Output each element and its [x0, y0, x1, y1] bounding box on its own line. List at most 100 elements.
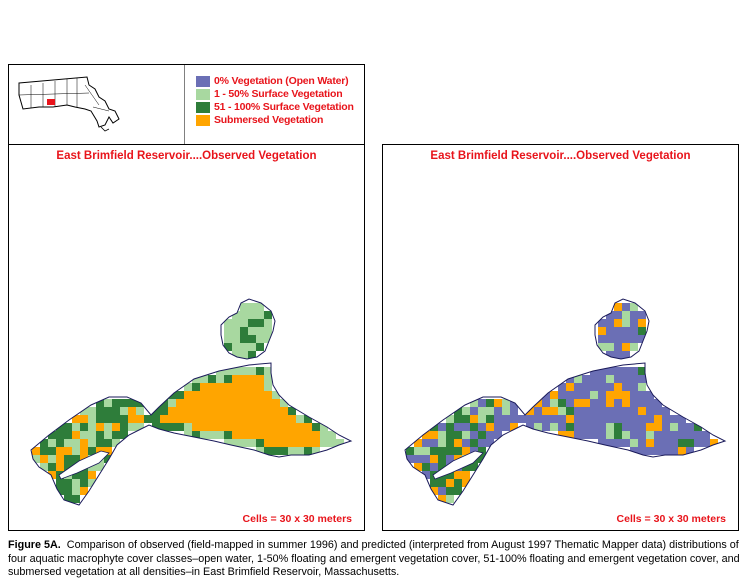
- vegetation-cell: [438, 455, 446, 463]
- vegetation-cell: [558, 399, 566, 407]
- vegetation-cell: [224, 327, 232, 335]
- vegetation-cell: [478, 431, 486, 439]
- vegetation-cell: [72, 479, 80, 487]
- vegetation-cell: [64, 439, 72, 447]
- vegetation-cell: [646, 423, 654, 431]
- vegetation-cell: [240, 399, 248, 407]
- vegetation-cell: [438, 479, 446, 487]
- vegetation-cell: [192, 407, 200, 415]
- vegetation-cell: [502, 399, 510, 407]
- vegetation-cell: [462, 423, 470, 431]
- vegetation-cell: [478, 447, 486, 455]
- vegetation-cell: [232, 407, 240, 415]
- vegetation-cell: [272, 431, 280, 439]
- vegetation-cell: [622, 327, 630, 335]
- vegetation-cell: [582, 375, 590, 383]
- vegetation-cell: [248, 335, 256, 343]
- vegetation-cell: [446, 455, 454, 463]
- vegetation-cell: [622, 375, 630, 383]
- vegetation-cell: [224, 319, 232, 327]
- vegetation-cell: [240, 423, 248, 431]
- vegetation-cell: [614, 383, 622, 391]
- vegetation-cell: [566, 415, 574, 423]
- vegetation-cell: [88, 471, 96, 479]
- vegetation-cell: [256, 319, 264, 327]
- vegetation-cell: [320, 431, 328, 439]
- vegetation-cell: [654, 415, 662, 423]
- vegetation-cell: [80, 423, 88, 431]
- vegetation-cell: [638, 375, 646, 383]
- vegetation-cell: [208, 383, 216, 391]
- vegetation-cell: [104, 447, 112, 455]
- vegetation-cell: [216, 423, 224, 431]
- vegetation-cell: [446, 431, 454, 439]
- vegetation-cell: [502, 407, 510, 415]
- vegetation-cell: [638, 415, 646, 423]
- vegetation-cell: [622, 351, 630, 359]
- vegetation-cell: [216, 391, 224, 399]
- vegetation-cell: [120, 407, 128, 415]
- vegetation-cell: [446, 487, 454, 495]
- vegetation-cell: [638, 447, 646, 455]
- vegetation-cell: [120, 423, 128, 431]
- vegetation-cell: [264, 335, 272, 343]
- vegetation-cell: [72, 415, 80, 423]
- vegetation-cell: [96, 399, 104, 407]
- vegetation-cell: [422, 463, 430, 471]
- vegetation-cell: [622, 383, 630, 391]
- vegetation-cell: [224, 375, 232, 383]
- vegetation-cell: [686, 439, 694, 447]
- vegetation-cell: [104, 455, 112, 463]
- vegetation-cell: [462, 415, 470, 423]
- vegetation-cell: [454, 407, 462, 415]
- vegetation-cell: [264, 311, 272, 319]
- vegetation-cell: [646, 447, 654, 455]
- vegetation-cell: [630, 383, 638, 391]
- vegetation-cell: [40, 463, 48, 471]
- vegetation-cell: [654, 423, 662, 431]
- vegetation-cell: [630, 447, 638, 455]
- vegetation-cell: [280, 415, 288, 423]
- vegetation-cell: [662, 447, 670, 455]
- vegetation-cell: [630, 399, 638, 407]
- vegetation-cell: [264, 391, 272, 399]
- vegetation-cell: [558, 431, 566, 439]
- vegetation-cell: [526, 423, 534, 431]
- vegetation-cell: [240, 351, 248, 359]
- vegetation-cell: [288, 447, 296, 455]
- vegetation-cell: [566, 383, 574, 391]
- vegetation-cell: [64, 495, 72, 503]
- vegetation-cell: [72, 471, 80, 479]
- vegetation-cell: [606, 367, 614, 375]
- vegetation-cell: [304, 415, 312, 423]
- vegetation-cell: [614, 311, 622, 319]
- vegetation-cell: [566, 399, 574, 407]
- vegetation-cell: [240, 343, 248, 351]
- vegetation-cell: [630, 343, 638, 351]
- vegetation-cell: [328, 431, 336, 439]
- vegetation-cell: [184, 431, 192, 439]
- vegetation-cell: [470, 431, 478, 439]
- vegetation-cell: [414, 455, 422, 463]
- vegetation-cell: [256, 311, 264, 319]
- vegetation-cell: [614, 375, 622, 383]
- vegetation-cell: [414, 463, 422, 471]
- vegetation-cell: [272, 415, 280, 423]
- vegetation-cell: [638, 431, 646, 439]
- vegetation-cell: [280, 447, 288, 455]
- vegetation-cell: [622, 431, 630, 439]
- vegetation-cell: [638, 407, 646, 415]
- vegetation-cell: [232, 391, 240, 399]
- island-outline: [594, 298, 650, 360]
- vegetation-cell: [678, 447, 686, 455]
- vegetation-cell: [80, 447, 88, 455]
- vegetation-cell: [606, 319, 614, 327]
- vegetation-cell: [208, 415, 216, 423]
- vegetation-cell: [248, 391, 256, 399]
- vegetation-cell: [216, 383, 224, 391]
- vegetation-cell: [72, 431, 80, 439]
- vegetation-cell: [216, 407, 224, 415]
- vegetation-cell: [470, 399, 478, 407]
- island-outline: [220, 298, 276, 360]
- vegetation-cell: [240, 335, 248, 343]
